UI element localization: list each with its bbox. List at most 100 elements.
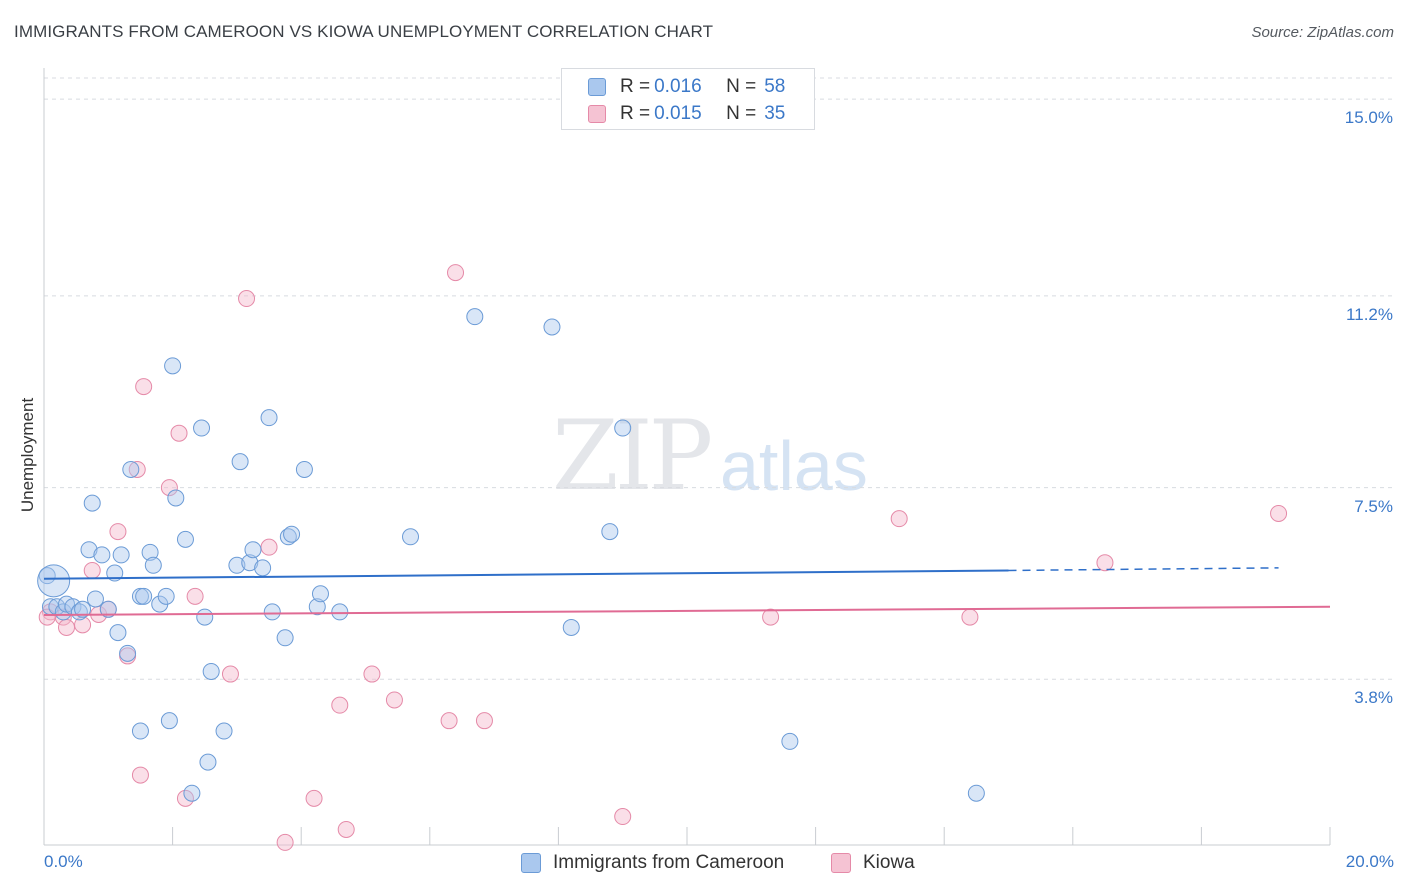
- kiowa-point: [475, 712, 493, 730]
- x-tick-label-min: 0.0%: [44, 852, 83, 871]
- kiowa-point: [260, 538, 278, 556]
- cameroon-point: [283, 525, 301, 543]
- kiowa-point: [1270, 504, 1288, 522]
- kiowa-point: [440, 712, 458, 730]
- legend-r-value: 0.015: [654, 103, 702, 124]
- kiowa-point: [238, 290, 256, 308]
- kiowa-point: [305, 789, 323, 807]
- cameroon-point: [215, 722, 233, 740]
- kiowa-point: [221, 665, 239, 683]
- watermark-atlas: atlas: [720, 427, 868, 505]
- legend-r-label: R =: [620, 76, 651, 97]
- cameroon-point: [331, 603, 349, 621]
- cameroon-point: [241, 554, 259, 572]
- kiowa-point: [135, 378, 153, 396]
- cameroon-point: [196, 608, 214, 626]
- cameroon-point: [781, 732, 799, 750]
- source-label: Source: ZipAtlas.com: [1251, 24, 1394, 41]
- kiowa-point: [160, 479, 178, 497]
- cameroon-point: [93, 546, 111, 564]
- cameroon-point: [135, 587, 153, 605]
- kiowa-point: [331, 696, 349, 714]
- kiowa-point: [170, 424, 188, 442]
- cameroon-point: [228, 556, 246, 574]
- kiowa-point: [276, 833, 294, 851]
- legend-item-cameroon: Immigrants from Cameroon: [521, 852, 784, 874]
- kiowa-point: [131, 766, 149, 784]
- legend-r-value: 0.016: [654, 76, 702, 97]
- cameroon-point: [466, 308, 484, 326]
- cameroon-point: [70, 603, 88, 621]
- y-tick-label: 3.8%: [1354, 688, 1393, 708]
- cameroon-point: [74, 600, 92, 618]
- kiowa-point: [890, 510, 908, 528]
- legend-label-kiowa: Kiowa: [863, 852, 915, 873]
- cameroon-point: [231, 453, 249, 471]
- x-tick-label-max: 20.0%: [1345, 852, 1394, 871]
- cameroon-point: [614, 419, 632, 437]
- legend-swatch-kiowa: [831, 853, 851, 873]
- cameroon-point: [176, 530, 194, 548]
- cameroon-point: [193, 419, 211, 437]
- legend-r-label: R =: [620, 103, 651, 124]
- cameroon-point: [112, 546, 130, 564]
- cameroon-point: [122, 460, 140, 478]
- cameroon-point: [562, 618, 580, 636]
- cameroon-point: [311, 585, 329, 603]
- kiowa-point: [1096, 554, 1114, 572]
- kiowa-point: [961, 608, 979, 626]
- cameroon-point: [183, 784, 201, 802]
- kiowa-point: [614, 808, 632, 826]
- cameroon-point: [131, 722, 149, 740]
- y-tick-label: 15.0%: [1344, 108, 1393, 128]
- legend-n-value: 58: [764, 76, 786, 97]
- legend-label-cameroon: Immigrants from Cameroon: [553, 852, 785, 873]
- cameroon-point: [601, 523, 619, 541]
- cameroon-point: [109, 624, 127, 642]
- cameroon-point: [254, 559, 272, 577]
- kiowa-point: [385, 691, 403, 709]
- legend-n-value: 35: [764, 103, 786, 124]
- cameroon-trend-extension: [1008, 567, 1279, 572]
- cameroon-point: [543, 318, 561, 336]
- cameroon-point: [260, 409, 278, 427]
- legend-n-label: N =: [726, 76, 757, 97]
- cameroon-trend-line: [43, 569, 1009, 580]
- kiowa-point: [58, 618, 76, 636]
- cameroon-point: [99, 600, 117, 618]
- kiowa-point: [109, 523, 127, 541]
- cameroon-point: [199, 753, 217, 771]
- cameroon-point: [202, 662, 220, 680]
- legend-n-label: N =: [726, 103, 757, 124]
- cameroon-point: [160, 712, 178, 730]
- legend-swatch-kiowa: [588, 105, 606, 123]
- kiowa-point: [83, 561, 101, 579]
- y-tick-label: 11.2%: [1346, 304, 1393, 324]
- kiowa-point: [128, 460, 146, 478]
- legend-row-cameroon: R = 0.016 N = 58: [588, 76, 785, 98]
- kiowa-point: [337, 820, 355, 838]
- cameroon-point: [263, 603, 281, 621]
- cameroon-point: [402, 528, 420, 546]
- series-legend: Immigrants from Cameroon Kiowa: [0, 852, 1406, 876]
- cameroon-point: [244, 541, 262, 559]
- legend-row-kiowa: R = 0.015 N = 35: [588, 103, 785, 125]
- cameroon-point: [141, 543, 159, 561]
- kiowa-point: [447, 264, 465, 282]
- cameroon-point: [295, 460, 313, 478]
- cameroon-point: [37, 564, 71, 598]
- cameroon-point: [308, 598, 326, 616]
- legend-swatch-cameroon: [588, 78, 606, 96]
- kiowa-point: [363, 665, 381, 683]
- kiowa-point: [38, 608, 56, 626]
- cameroon-point: [167, 489, 185, 507]
- cameroon-point: [144, 556, 162, 574]
- legend-item-kiowa: Kiowa: [831, 852, 915, 874]
- cameroon-point: [119, 644, 137, 662]
- y-tick-label: 7.5%: [1354, 496, 1393, 516]
- cameroon-point: [106, 564, 124, 582]
- chart-title: IMMIGRANTS FROM CAMEROON VS KIOWA UNEMPL…: [14, 22, 714, 41]
- kiowa-trend-line: [43, 605, 1331, 617]
- cameroon-point: [80, 541, 98, 559]
